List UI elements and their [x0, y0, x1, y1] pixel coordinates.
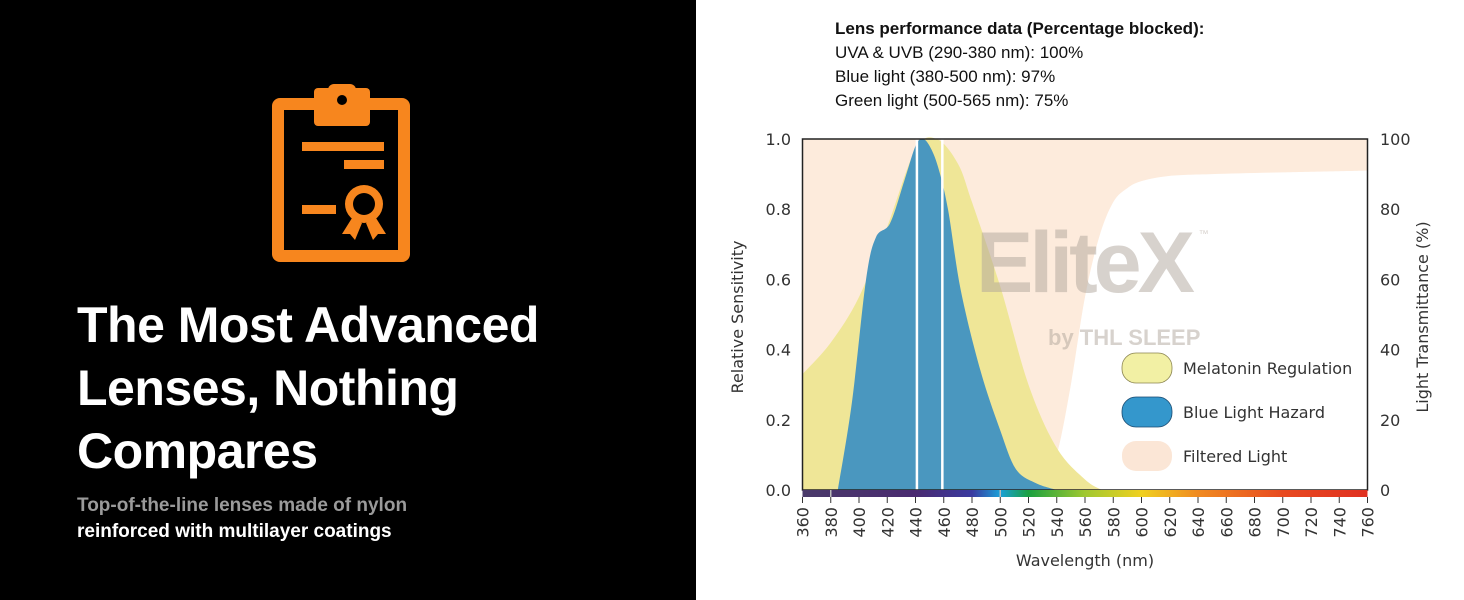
x-tick-label: 660: [1217, 507, 1236, 538]
x-tick-label: 720: [1302, 507, 1321, 538]
x-tick-label: 700: [1274, 507, 1293, 538]
x-axis-label: Wavelength (nm): [1016, 551, 1154, 570]
x-tick-label: 500: [991, 507, 1010, 538]
x-tick-label: 680: [1246, 507, 1265, 538]
plot-area: [802, 137, 1368, 491]
x-tick-label: 540: [1048, 507, 1067, 538]
x-tick-label: 420: [878, 507, 897, 538]
headline-line: Compares: [77, 423, 318, 479]
axes: 360 380 400 420 440 460 480 500 520 540 560 580 600 6…: [766, 130, 1411, 538]
elitex-watermark-logo: EliteX ™ by THL SLEEP: [976, 215, 1209, 350]
performance-line: Green light (500-565 nm): 75%: [835, 91, 1069, 110]
y-tick-label: 0.0: [766, 481, 791, 500]
blue-light-hazard-area: [837, 139, 1057, 490]
watermark-byline: by THL SLEEP: [1048, 325, 1200, 350]
subtitle-line-1: Top-of-the-line lenses made of nylon: [77, 495, 408, 516]
y2-tick-label: 60: [1380, 270, 1400, 289]
legend-label: Blue Light Hazard: [1183, 403, 1325, 422]
performance-heading: Lens performance data (Percentage blocke…: [835, 19, 1205, 38]
legend-swatch: [1121, 352, 1173, 384]
x-tick-label: 640: [1189, 507, 1208, 538]
x-tick-label: 620: [1161, 507, 1180, 538]
headline-line: The Most Advanced: [77, 297, 539, 353]
x-tick-label: 740: [1330, 507, 1349, 538]
spectrum-chart: EliteX ™ by THL SLEEP Melatonin Regulati…: [728, 130, 1432, 570]
transmittance-curve-area: [802, 170, 1368, 491]
legend-swatch: [1122, 441, 1172, 471]
x-tick-label: 560: [1076, 507, 1095, 538]
y2-tick-label: 0: [1380, 481, 1390, 500]
x-tick-label: 400: [850, 507, 869, 538]
subtitle-line-2: reinforced with multilayer coatings: [77, 521, 392, 542]
x-tick-label: 380: [822, 507, 841, 538]
x-tick-label: 580: [1104, 507, 1123, 538]
y2-tick-label: 40: [1380, 341, 1400, 360]
left-panel: The Most Advanced Lenses, Nothing Compar…: [0, 0, 696, 600]
y-tick-label: 0.6: [766, 270, 791, 289]
y-tick-label: 0.2: [766, 411, 791, 430]
clipboard-certificate-icon: [272, 84, 410, 262]
y-tick-label: 0.4: [766, 341, 791, 360]
legend: Melatonin Regulation Blue Light Hazard Fil…: [1121, 352, 1352, 471]
x-tick-label: 520: [1020, 507, 1039, 538]
performance-data: Lens performance data (Percentage blocke…: [835, 17, 1204, 113]
spectrum-bar: [802, 490, 1368, 497]
y2-axis-label: Light Transmittance (%): [1413, 221, 1432, 412]
x-tick-label: 600: [1133, 507, 1152, 538]
y-tick-label: 1.0: [766, 130, 791, 149]
legend-label: Melatonin Regulation: [1183, 359, 1352, 378]
performance-line: UVA & UVB (290-380 nm): 100%: [835, 43, 1084, 62]
y-tick-label: 0.8: [766, 200, 791, 219]
headline: The Most Advanced Lenses, Nothing Compar…: [77, 294, 539, 483]
x-tick-label: 440: [907, 507, 926, 538]
watermark-tm: ™: [1199, 229, 1209, 240]
y-axis-label: Relative Sensitivity: [728, 241, 747, 394]
x-tick-label: 480: [963, 507, 982, 538]
legend-swatch: [1121, 396, 1173, 428]
x-tick-label: 360: [794, 507, 813, 538]
headline-line: Lenses, Nothing: [77, 360, 459, 416]
x-tick-label: 460: [935, 507, 954, 538]
y2-tick-label: 80: [1380, 200, 1400, 219]
legend-label: Filtered Light: [1183, 447, 1287, 466]
y2-tick-label: 100: [1380, 130, 1411, 149]
watermark-brand: EliteX: [976, 215, 1195, 311]
x-tick-label: 760: [1359, 507, 1378, 538]
performance-line: Blue light (380-500 nm): 97%: [835, 67, 1056, 86]
y2-tick-label: 20: [1380, 411, 1400, 430]
